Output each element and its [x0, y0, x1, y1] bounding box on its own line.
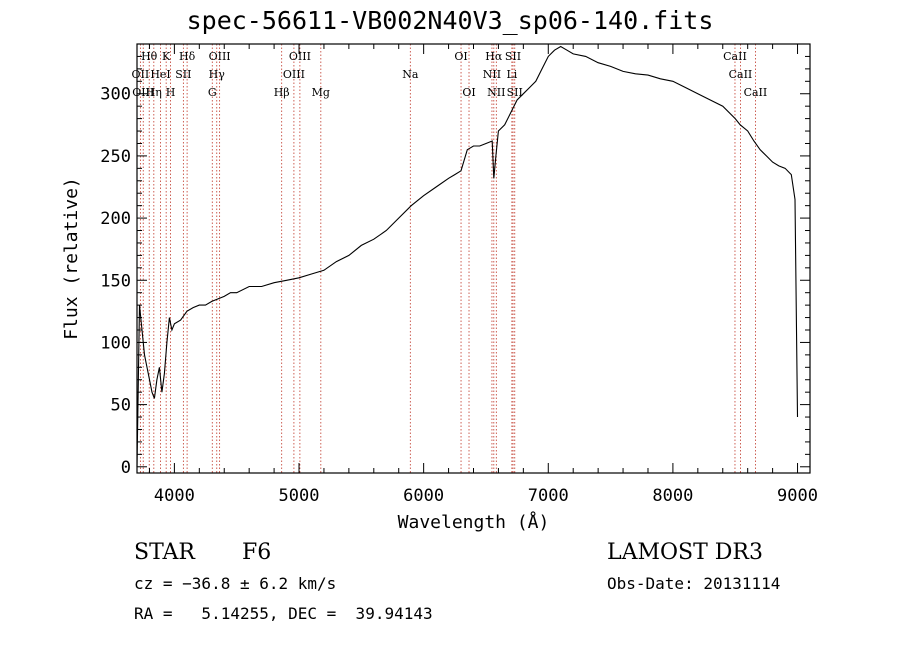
- obs-date: Obs-Date: 20131114: [607, 574, 781, 593]
- x-axis-label: Wavelength (Å): [398, 511, 550, 533]
- x-tick-label: 6000: [403, 486, 444, 506]
- object-class: STAR: [134, 540, 195, 565]
- line-label: Na: [402, 68, 419, 81]
- y-tick-label: 0: [121, 458, 131, 478]
- line-label: HeI: [150, 68, 170, 81]
- y-axis: 0 50 100 150 200 250 300: [100, 55, 810, 478]
- line-label: CaII: [729, 68, 753, 81]
- survey-name: LAMOST DR3: [607, 540, 763, 565]
- line-label: Hγ: [209, 68, 226, 81]
- line-label: NII: [483, 68, 501, 81]
- line-label: Hθ: [141, 50, 158, 63]
- line-label: Li: [506, 68, 517, 81]
- object-subclass: F6: [242, 540, 272, 565]
- line-label: Hα: [485, 50, 503, 63]
- y-tick-label: 300: [100, 85, 131, 105]
- line-label: OII: [132, 68, 150, 81]
- line-label: CaII: [723, 50, 747, 63]
- y-tick-label: 100: [100, 333, 131, 353]
- line-label: OI: [462, 86, 475, 99]
- line-label: Mg: [312, 86, 330, 99]
- x-tick-label: 7000: [528, 486, 569, 506]
- line-label: Hδ: [179, 50, 196, 63]
- line-label: OIII: [289, 50, 311, 63]
- y-axis-label: Flux (relative): [61, 177, 82, 340]
- line-label: OI: [454, 50, 467, 63]
- plot-frame: [136, 43, 811, 474]
- y-tick-label: 50: [111, 396, 131, 416]
- x-tick-label: 8000: [652, 486, 693, 506]
- line-label: CaII: [744, 86, 768, 99]
- x-tick-label: 4000: [154, 486, 195, 506]
- y-tick-label: 150: [100, 271, 131, 291]
- x-tick-label: 9000: [777, 486, 818, 506]
- line-label: Hη: [146, 86, 162, 99]
- line-label: G: [208, 86, 217, 99]
- y-tick-label: 250: [100, 147, 131, 167]
- line-label: H: [166, 86, 176, 99]
- redshift-text: cz = −36.8 ± 6.2 km/s: [134, 574, 337, 593]
- line-label: Hβ: [274, 86, 290, 99]
- spectrum-series-line: [136, 45, 799, 467]
- line-label: SII: [507, 86, 523, 99]
- y-tick-label: 200: [100, 209, 131, 229]
- x-tick-label: 5000: [279, 486, 320, 506]
- line-label: OIII: [209, 50, 231, 63]
- line-label: OIII: [283, 68, 305, 81]
- line-label: SII: [175, 68, 191, 81]
- line-markers: [139, 44, 756, 473]
- x-axis: 4000 5000 6000 7000 8000 9000: [148, 44, 818, 506]
- chart-title: spec-56611-VB002N40V3_sp06-140.fits: [186, 6, 714, 35]
- line-label: SII: [505, 50, 521, 63]
- coordinates: RA = 5.14255, DEC = 39.94143: [134, 604, 433, 623]
- line-label: NII: [487, 86, 505, 99]
- line-label: K: [162, 50, 171, 63]
- line-label: OIII: [132, 86, 154, 99]
